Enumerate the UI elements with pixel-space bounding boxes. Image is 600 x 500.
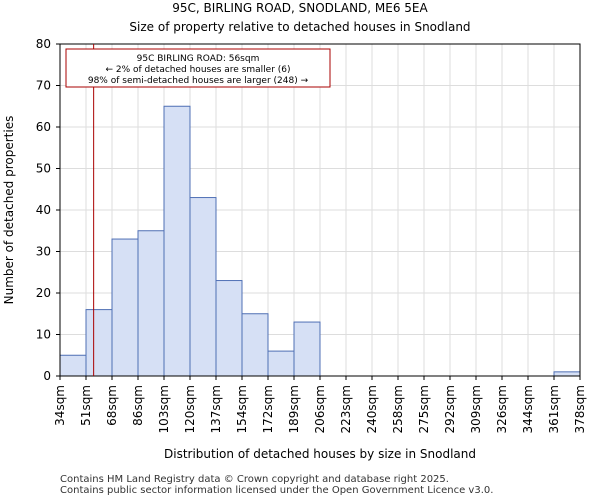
bar [111,238,139,377]
footer-line-1: Contains HM Land Registry data © Crown c… [60,474,449,485]
annotation-line-2: ← 2% of detached houses are smaller (6) [105,65,290,75]
bar [163,105,191,377]
bar [241,313,269,377]
annotation-line-1: 95C BIRLING ROAD: 56sqm [137,54,260,64]
y-axis-label: Number of detached properties [2,116,16,305]
x-tick-label: 120sqm [183,385,197,433]
x-tick-label: 103sqm [157,385,171,433]
bar [215,280,243,377]
x-tick-label: 68sqm [105,385,119,426]
y-tick-label: 20 [36,286,51,300]
x-tick-label: 240sqm [365,385,379,433]
x-tick-label: 326sqm [495,385,509,433]
chart: 95C, BIRLING ROAD, SNODLAND, ME6 5EA Siz… [2,1,587,461]
x-tick-label: 206sqm [313,385,327,433]
bar [85,309,113,377]
x-tick-label: 137sqm [209,385,223,433]
x-tick-label: 86sqm [131,385,145,426]
y-tick-label: 10 [36,328,51,342]
y-tick-label: 50 [36,162,51,176]
chart-subtitle: Size of property relative to detached ho… [129,20,470,34]
x-tick-label: 309sqm [469,385,483,433]
bar [553,371,581,377]
y-tick-label: 30 [36,245,51,259]
x-tick-label: 275sqm [417,385,431,433]
y-tick-label: 40 [36,203,51,217]
annotation-line-3: 98% of semi-detached houses are larger (… [88,76,309,86]
footer-line-2: Contains public sector information licen… [60,485,494,496]
bar [267,350,295,377]
x-tick-label: 34sqm [53,385,67,426]
x-tick-label: 378sqm [573,385,587,433]
y-tick-label: 60 [36,120,51,134]
x-tick-label: 154sqm [235,385,249,433]
y-tick-label: 80 [36,37,51,51]
plot-frame [59,43,581,377]
y-tick-label: 70 [36,79,51,93]
chart-title: 95C, BIRLING ROAD, SNODLAND, ME6 5EA [172,1,428,15]
x-tick-label: 292sqm [443,385,457,433]
bar [137,230,165,377]
y-tick-label: 0 [43,369,51,383]
x-axis-label: Distribution of detached houses by size … [164,447,476,461]
bar [293,321,321,377]
bar [189,197,217,377]
annotation-box [65,48,331,88]
x-tick-label: 51sqm [79,385,93,426]
x-tick-label: 172sqm [261,385,275,433]
x-tick-label: 223sqm [339,385,353,433]
x-tick-label: 258sqm [391,385,405,433]
x-tick-label: 361sqm [547,385,561,433]
x-tick-label: 189sqm [287,385,301,433]
x-tick-label: 344sqm [521,385,535,433]
bar [59,354,87,377]
